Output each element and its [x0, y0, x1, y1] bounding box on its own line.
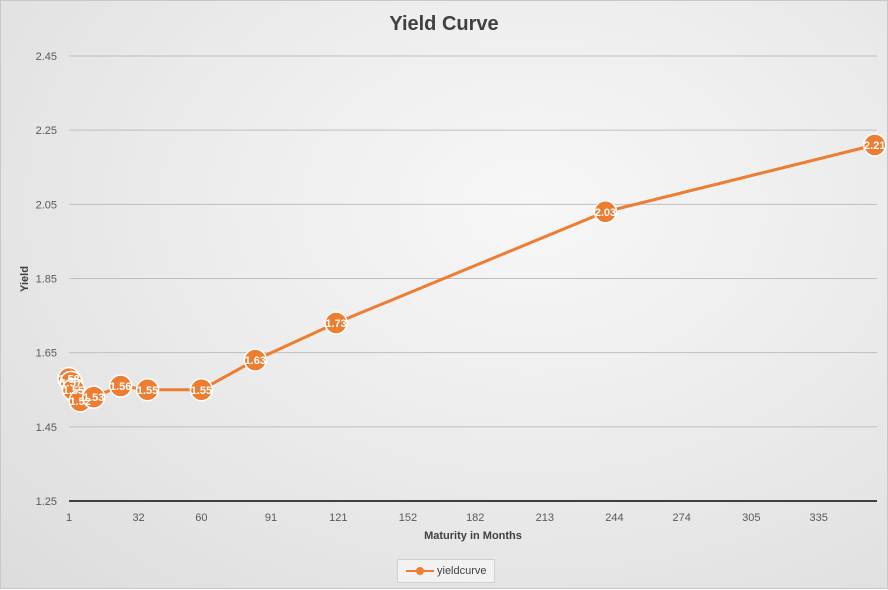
- x-tick-labels: 1 32 60 91 121 152 182 213 244 274 305 335: [66, 512, 828, 524]
- data-point: [135, 378, 160, 402]
- x-axis-title: Maturity in Months: [424, 530, 522, 542]
- y-axis-title: Yield: [19, 266, 31, 292]
- x-tick-label: 274: [673, 512, 691, 524]
- data-point: [593, 200, 618, 224]
- legend-swatch-yieldcurve: [406, 566, 434, 576]
- data-label: 1.56: [110, 381, 131, 393]
- x-tick-label: 60: [195, 512, 207, 524]
- chart-title: Yield Curve: [389, 13, 499, 35]
- data-label: 1.55: [137, 385, 158, 397]
- y-tick-label: 1.85: [36, 274, 57, 286]
- data-label: 1.73: [325, 318, 346, 330]
- data-point: [108, 374, 133, 398]
- data-label: 1.55: [191, 385, 212, 397]
- data-label: 1.58: [58, 374, 79, 386]
- data-point: [863, 133, 887, 157]
- y-tick-label: 2.05: [36, 199, 57, 211]
- legend-marker: [416, 567, 424, 575]
- data-label: 2.21: [864, 140, 885, 152]
- y-tick-label: 1.65: [36, 348, 57, 360]
- data-label: 1.55: [63, 385, 84, 397]
- data-label: 1.52: [70, 396, 91, 408]
- x-tick-label: 152: [399, 512, 417, 524]
- x-tick-label: 305: [742, 512, 760, 524]
- y-tick-label: 2.45: [36, 51, 57, 63]
- gridlines: [69, 55, 877, 502]
- x-tick-label: 91: [265, 512, 277, 524]
- data-label: 1.63: [245, 355, 266, 367]
- series-yieldcurve: 1.581.571.551.521.531.56 1.55 1.551.631.73…: [57, 133, 887, 413]
- x-tick-label: 182: [466, 512, 484, 524]
- x-tick-label: 121: [329, 512, 347, 524]
- x-tick-label: 32: [132, 512, 144, 524]
- data-label: 1.53: [83, 392, 104, 404]
- data-point: [189, 378, 214, 402]
- x-tick-label: 244: [605, 512, 623, 524]
- data-point: [243, 348, 268, 372]
- data-label: 2.03: [595, 207, 616, 219]
- x-tick-label: 213: [536, 512, 554, 524]
- legend: yieldcurve: [397, 559, 495, 583]
- data-point: [81, 385, 106, 409]
- data-label: 1.57: [61, 377, 82, 389]
- x-tick-label: 1: [66, 512, 72, 524]
- y-tick-label: 2.25: [36, 125, 57, 137]
- legend-label-yieldcurve: yieldcurve: [437, 565, 487, 577]
- y-tick-labels: 1.25 1.45 1.65 1.85 2.05 2.25 2.45: [36, 51, 57, 508]
- series-line: [67, 143, 876, 403]
- y-tick-label: 1.25: [36, 496, 57, 508]
- x-tick-label: 335: [809, 512, 827, 524]
- data-point: [324, 311, 348, 335]
- y-tick-label: 1.45: [36, 422, 57, 434]
